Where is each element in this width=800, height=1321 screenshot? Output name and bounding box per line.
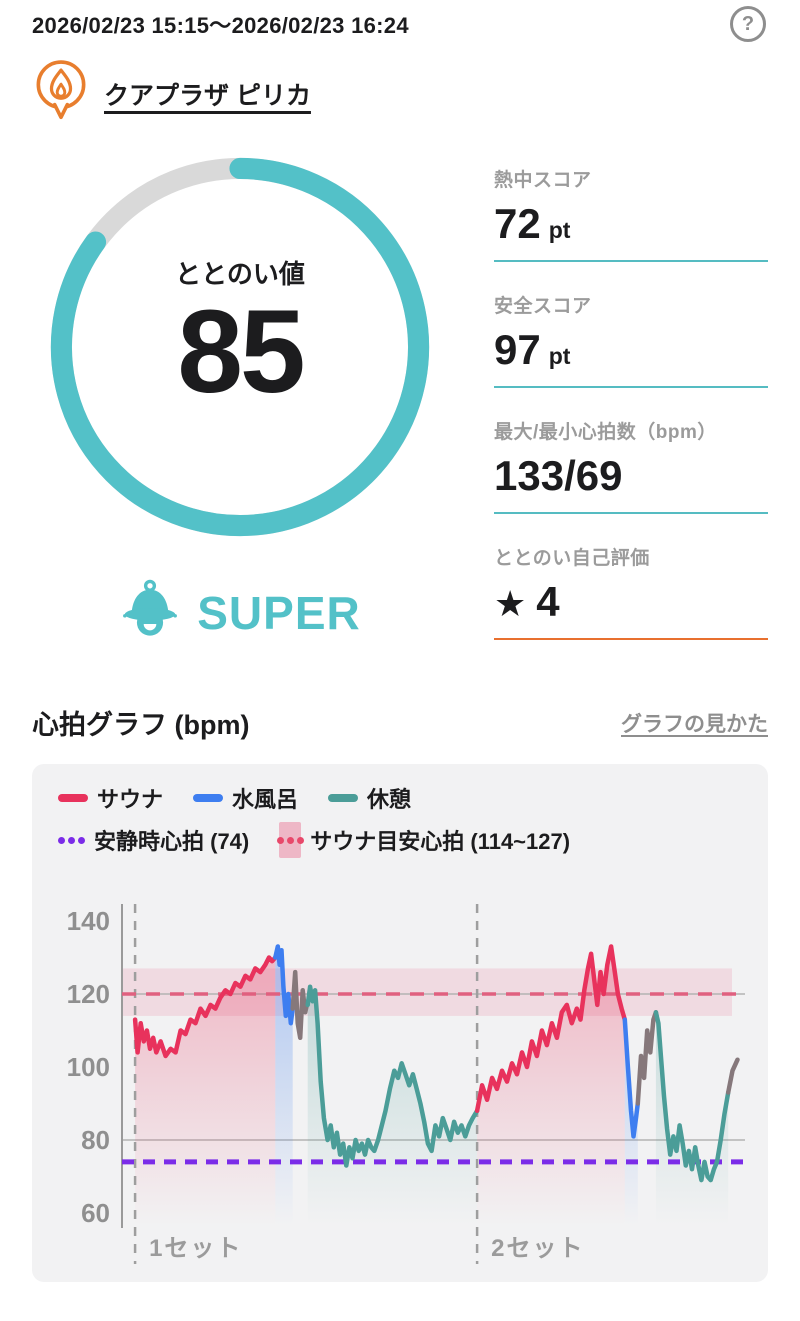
svg-text:140: 140 (67, 906, 110, 936)
gauge-center: ととのい値 85 (48, 155, 432, 539)
chart-header: 心拍グラフ (bpm) グラフの見かた (32, 703, 768, 742)
stat-value-row: ★ 4 (494, 578, 768, 640)
question-icon: ? (741, 12, 755, 35)
stat-number: 133/69 (494, 452, 623, 499)
totonoi-gauge: ととのい値 85 (48, 155, 432, 539)
legend-label: サウナ (97, 787, 164, 812)
sauna-hat-face-icon (119, 579, 181, 646)
stat-value-row: 97 pt (494, 326, 768, 388)
water-line-swatch (193, 794, 224, 802)
resting-hr-dotted-swatch (58, 836, 85, 844)
chart-help-link[interactable]: グラフの見かた (621, 712, 768, 736)
legend-resting-hr: 安静時心拍 (74) (58, 824, 249, 856)
stat-label: 安全スコア (494, 296, 592, 317)
stat-unit: pt (548, 217, 571, 243)
svg-text:100: 100 (67, 1052, 110, 1082)
rest-line-swatch (328, 794, 359, 802)
stat-safety-score: 安全スコア 97 pt (494, 291, 768, 388)
star-icon: ★ (494, 583, 527, 624)
stat-label: 熱中スコア (494, 170, 592, 191)
session-date-range: 2026/02/23 15:15～2026/02/23 16:24 (32, 13, 409, 38)
target-band-swatch (276, 822, 304, 858)
facility-row: クアプラザ ピリカ (32, 58, 768, 129)
facility-name-link[interactable]: クアプラザ ピリカ (104, 81, 311, 110)
svg-text:80: 80 (81, 1125, 110, 1155)
stat-self-rating: ととのい自己評価 ★ 4 (494, 543, 768, 640)
legend-label: 安静時心拍 (74) (94, 829, 250, 854)
heart-rate-chart-card: サウナ 水風呂 休憩 安静時心拍 (74) (32, 764, 768, 1282)
stat-heat-score: 熱中スコア 72 pt (494, 165, 768, 262)
legend-rest: 休憩 (328, 782, 411, 814)
legend-label: 水風呂 (232, 787, 299, 812)
gauge-progress-arc (50, 157, 430, 537)
chart-title: 心拍グラフ (bpm) (32, 710, 250, 740)
legend-row-2: 安静時心拍 (74) サウナ目安心拍 (114~127) (58, 822, 768, 858)
svg-text:60: 60 (81, 1198, 110, 1228)
gauge-label: ととのい値 (175, 258, 305, 289)
sauna-flame-bubble-icon (32, 58, 90, 129)
rating-row: SUPER (48, 579, 432, 646)
svg-text:1セット: 1セット (149, 1235, 242, 1262)
legend-label: 休憩 (367, 787, 412, 812)
stat-value-row: 72 pt (494, 200, 768, 262)
stat-number: 97 (494, 326, 541, 373)
legend-label: サウナ目安心拍 (114~127) (310, 829, 571, 854)
chart-legend: サウナ 水風呂 休憩 安静時心拍 (74) (32, 782, 768, 858)
heart-rate-chart: 140 120 100 80 60 1セット 2セット (67, 904, 745, 1264)
stat-max-min-bpm: 最大/最小心拍数（bpm） 133/69 (494, 417, 768, 514)
gauge-value: 85 (177, 285, 305, 418)
totonoi-gauge-column: ととのい値 85 SUPER (32, 155, 494, 669)
stat-label: 最大/最小心拍数（bpm） (494, 422, 717, 443)
svg-text:120: 120 (67, 979, 110, 1009)
legend-sauna-target: サウナ目安心拍 (114~127) (276, 822, 571, 858)
legend-sauna: サウナ (58, 782, 163, 814)
header: 2026/02/23 15:15～2026/02/23 16:24 ? (32, 6, 768, 42)
stat-label: ととのい自己評価 (494, 548, 650, 569)
svg-text:2セット: 2セット (491, 1235, 584, 1262)
rating-text: SUPER (197, 586, 361, 639)
stat-number: 4 (536, 578, 560, 625)
legend-row-1: サウナ 水風呂 休憩 (58, 782, 768, 814)
stat-unit: pt (548, 343, 571, 369)
sauna-line-swatch (58, 794, 88, 802)
legend-water: 水風呂 (193, 782, 298, 814)
stat-value-row: 133/69 (494, 452, 768, 514)
gauge-ring-svg (50, 157, 430, 537)
help-button[interactable]: ? (730, 6, 766, 42)
stat-number: 72 (494, 200, 541, 247)
stats-column: 熱中スコア 72 pt 安全スコア 97 pt 最大/最小心拍数（bpm） 13… (494, 155, 768, 669)
summary-section: ととのい値 85 SUPER (32, 155, 768, 669)
